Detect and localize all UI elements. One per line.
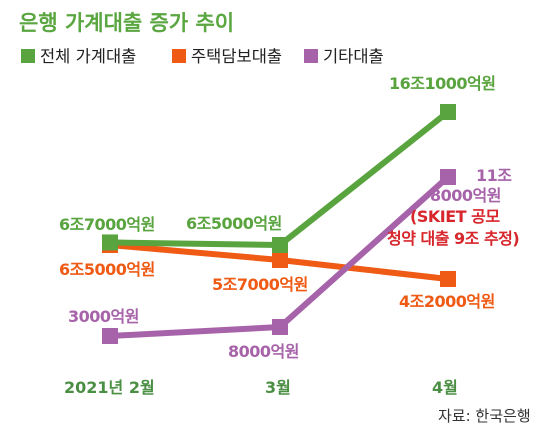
data-label-other-apr-line2: 8000억원 [430,186,501,205]
point-other-1 [272,319,288,335]
x-tick-label-apr: 4월 [432,378,458,397]
data-label-mortgage-feb: 6조5000억원 [59,260,155,279]
point-other-0 [102,328,118,344]
data-label-mortgage-apr: 4조2000억원 [399,292,495,311]
x-tick-label-feb: 2021년 2월 [64,378,155,397]
data-label-other-apr-line1: 11조 [476,166,512,185]
point-total-1 [272,237,288,253]
point-total-0 [102,234,118,251]
data-label-mortgage-mar: 5조7000억원 [212,275,308,294]
annotation-line-2: 청약 대출 9조 추정) [387,229,519,248]
point-mortgage-2 [440,271,456,287]
legend-label-mortgage: 주택담보대출 [191,47,282,66]
point-mortgage-1 [272,252,288,268]
data-label-total-apr: 16조1000억원 [389,74,495,93]
legend-swatch-other [304,49,318,63]
chart-title: 은행 가계대출 증가 추이 [19,11,234,35]
point-total-2 [440,104,456,120]
data-label-total-feb: 6조7000억원 [59,215,155,234]
legend-label-total: 전체 가계대출 [40,47,136,66]
annotation-line-1: (SKIET 공모 [410,207,500,226]
point-other-2 [440,169,456,185]
legend-label-other: 기타대출 [323,47,384,66]
data-label-total-mar: 6조5000억원 [186,214,282,233]
data-label-other-feb: 3000억원 [68,307,139,326]
legend-swatch-total [21,49,35,63]
source-note: 자료: 한국은행 [438,407,531,425]
x-tick-label-mar: 3월 [265,378,291,397]
legend-swatch-mortgage [172,49,186,63]
series-markers [102,104,456,344]
data-label-other-mar: 8000억원 [228,342,299,361]
